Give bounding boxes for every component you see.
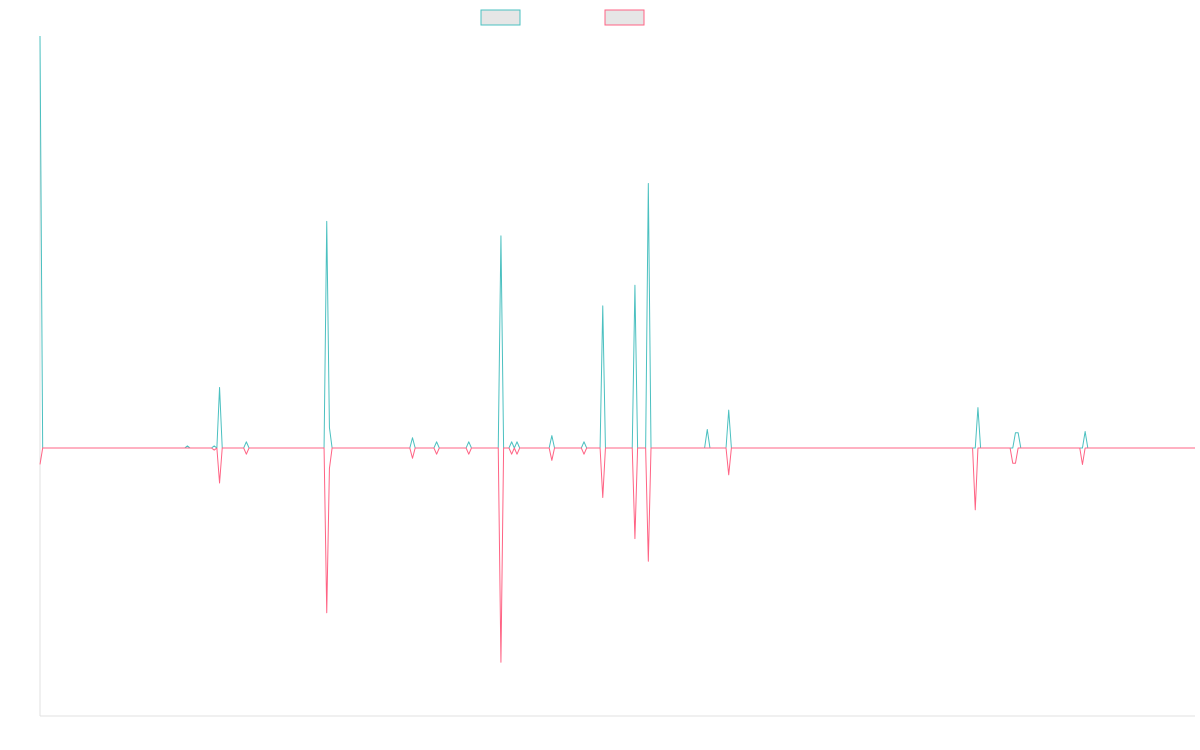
series-line-2 <box>39 447 1195 663</box>
legend-swatch-2[interactable] <box>604 9 645 26</box>
series-line-1 <box>39 35 1195 449</box>
series-layer <box>39 35 1195 663</box>
legend-swatch-1[interactable] <box>480 9 521 26</box>
axes <box>39 36 1195 717</box>
legend <box>480 9 645 26</box>
